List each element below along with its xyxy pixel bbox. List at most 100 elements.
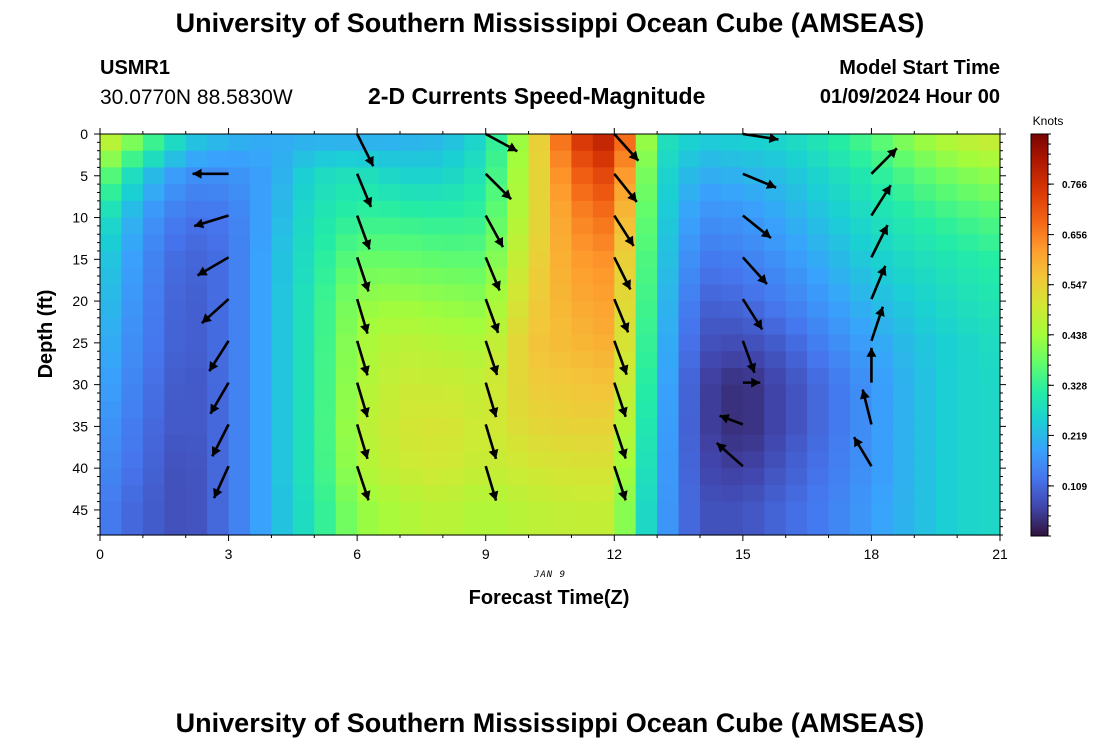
heatmap-cell (828, 250, 851, 269)
heatmap-cell (828, 200, 851, 219)
heatmap-cell (357, 518, 380, 536)
heatmap-cell (185, 468, 208, 486)
heatmap-cell (142, 317, 165, 336)
heatmap-cell (592, 468, 615, 486)
heatmap-cell (271, 367, 294, 386)
arrow-head (881, 185, 891, 196)
heatmap-cell (914, 167, 937, 185)
arrow-head (360, 448, 370, 459)
heatmap-cell (464, 150, 487, 169)
heatmap-cell (635, 351, 658, 369)
current-arrow (870, 184, 892, 217)
heatmap-cell (657, 351, 680, 369)
current-arrow (484, 172, 513, 201)
heatmap-cell (271, 200, 294, 219)
current-vectors (192, 132, 898, 502)
heatmap-cell (678, 468, 701, 486)
heatmap-cell (292, 384, 315, 402)
heatmap-cell (764, 150, 787, 169)
heatmap-cell (978, 384, 1001, 402)
heatmap-cell (592, 184, 615, 202)
heatmap-cell (250, 334, 273, 352)
heatmap-cell (400, 184, 423, 202)
heatmap-cell (164, 267, 187, 285)
heatmap-cell (914, 317, 937, 336)
current-arrow (484, 298, 500, 334)
heatmap-cell (978, 451, 1001, 469)
heatmap-cell (528, 518, 551, 536)
heatmap-cell (314, 434, 337, 453)
page-title: University of Southern Mississippi Ocean… (175, 8, 925, 38)
heatmap-cell (721, 234, 744, 252)
heatmap-cell (250, 217, 273, 235)
heatmap-cell (442, 501, 465, 519)
heatmap-cell (185, 418, 208, 436)
heatmap-cell (828, 501, 851, 519)
heatmap-cell (292, 418, 315, 436)
heatmap-cell (828, 334, 851, 352)
heatmap-cell (100, 284, 123, 302)
arrow-head (886, 148, 897, 159)
heatmap-cell (271, 150, 294, 169)
heatmap-cell (850, 317, 873, 336)
arrow-head (488, 448, 499, 459)
heatmap-cell (807, 184, 830, 202)
heatmap-cell (421, 367, 444, 386)
heatmap-cell (828, 351, 851, 369)
heatmap-cell (335, 200, 358, 219)
heatmap-cell (528, 401, 551, 419)
heatmap-cell (764, 384, 787, 402)
current-arrow (742, 214, 772, 240)
heatmap-cell (228, 484, 251, 503)
heatmap-cell (142, 434, 165, 453)
heatmap-cell (657, 234, 680, 252)
heatmap-cell (528, 150, 551, 169)
heatmap-cell (207, 250, 230, 269)
heatmap-cell (142, 134, 165, 152)
heatmap-cell (442, 401, 465, 419)
heatmap-cell (142, 284, 165, 302)
heatmap-cell (228, 401, 251, 419)
x-tick-label: 0 (96, 546, 104, 562)
heatmap-cell (142, 167, 165, 185)
heatmap-cell (592, 200, 615, 219)
heatmap-cell (100, 401, 123, 419)
heatmap-cell (185, 284, 208, 302)
heatmap-cell (528, 301, 551, 319)
heatmap-cell (935, 484, 958, 503)
heatmap-cell (292, 301, 315, 319)
heatmap-cell (807, 351, 830, 369)
heatmap-cell (378, 200, 401, 219)
heatmap-cell (764, 401, 787, 419)
heatmap-cell (378, 334, 401, 352)
heatmap-cell (185, 301, 208, 319)
heatmap-cell (657, 367, 680, 386)
heatmap-cell (121, 301, 144, 319)
heatmap-cell (378, 484, 401, 503)
heatmap-cell (828, 518, 851, 536)
heatmap-cell (142, 351, 165, 369)
heatmap-cell (550, 200, 573, 219)
heatmap-cell (271, 250, 294, 269)
heatmap-cell (871, 267, 894, 285)
heatmap-cell (635, 267, 658, 285)
heatmap-cell (121, 418, 144, 436)
heatmap-cell (164, 451, 187, 469)
arrow-head (719, 414, 730, 424)
heatmap-cell (635, 434, 658, 453)
heatmap-cell (400, 384, 423, 402)
colorbar-label: Knots (1033, 114, 1064, 128)
heatmap-cell (550, 334, 573, 352)
heatmap-cell (635, 367, 658, 386)
heatmap-cell (228, 217, 251, 235)
heatmap-cell (335, 418, 358, 436)
heatmap-cell (314, 284, 337, 302)
heatmap-cell (700, 418, 723, 436)
current-arrow (484, 214, 505, 248)
heatmap-cell (785, 301, 808, 319)
heatmap-cell (914, 451, 937, 469)
heatmap-cell (785, 234, 808, 252)
heatmap-cell (271, 334, 294, 352)
heatmap-cell (742, 184, 765, 202)
current-arrow (355, 382, 370, 418)
